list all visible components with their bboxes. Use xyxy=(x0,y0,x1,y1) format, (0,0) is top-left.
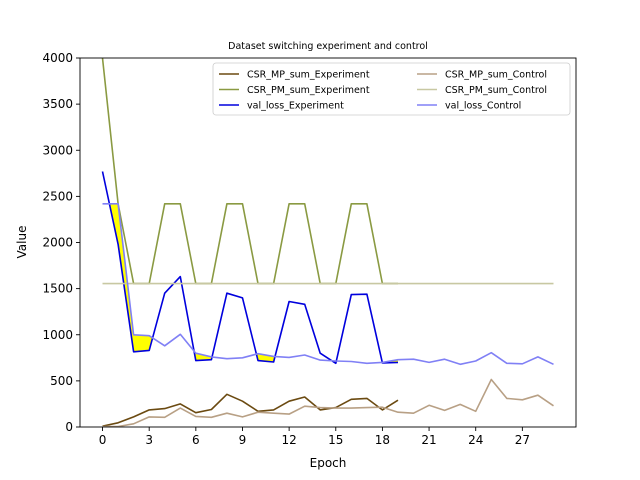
x-tick-label: 9 xyxy=(239,433,247,447)
x-tick-label: 0 xyxy=(99,433,107,447)
legend-box xyxy=(212,62,571,116)
legend-entry: CSR_PM_sum_Control xyxy=(445,85,547,96)
y-tick-label: 3500 xyxy=(42,97,73,111)
y-tick-label: 500 xyxy=(50,374,73,388)
y-tick-label: 1500 xyxy=(42,282,73,296)
x-tick-label: 18 xyxy=(375,433,390,447)
series-line-csr-mp-sum-experiment xyxy=(102,393,399,427)
y-axis-label: Value xyxy=(15,226,29,259)
x-tick-label: 12 xyxy=(281,433,296,447)
legend-entry: CSR_MP_sum_Control xyxy=(445,70,547,81)
y-tick-label: 0 xyxy=(65,420,73,434)
x-tick-label: 6 xyxy=(192,433,200,447)
plot-area xyxy=(101,58,554,427)
chart-title: Dataset switching experiment and control xyxy=(228,41,428,52)
y-tick-label: 4000 xyxy=(42,51,73,65)
legend-entry: CSR_PM_sum_Experiment xyxy=(247,85,370,96)
y-tick-label: 2000 xyxy=(42,236,73,250)
series-line-csr-pm-sum-experiment xyxy=(101,58,398,285)
x-tick-label: 24 xyxy=(468,433,483,447)
series-line-csr-mp-sum-control xyxy=(102,378,554,427)
series-line-val-loss-experiment xyxy=(101,171,399,365)
legend-entry: CSR_MP_sum_Experiment xyxy=(247,70,370,81)
legend-entry: val_loss_Experiment xyxy=(247,101,344,112)
series-line-val-loss-control xyxy=(102,203,554,366)
axes: 0 3 6 9 12 15 18 21 24 27 0 500 1000 1500 2000 2500 3000… xyxy=(42,51,577,447)
x-tick-label: 15 xyxy=(328,433,343,447)
y-tick-label: 3000 xyxy=(42,143,73,157)
legend: CSR_MP_sum_Experiment CSR_PM_sum_Experime… xyxy=(212,62,571,116)
y-tick-label: 2500 xyxy=(42,189,73,203)
y-tick-label: 1000 xyxy=(42,328,73,342)
x-tick-label: 3 xyxy=(145,433,153,447)
fill-between-area xyxy=(109,203,398,364)
legend-entry: val_loss_Control xyxy=(445,101,521,112)
x-tick-label: 21 xyxy=(421,433,436,447)
x-tick-label: 27 xyxy=(515,433,530,447)
x-axis-label: Epoch xyxy=(310,456,347,470)
